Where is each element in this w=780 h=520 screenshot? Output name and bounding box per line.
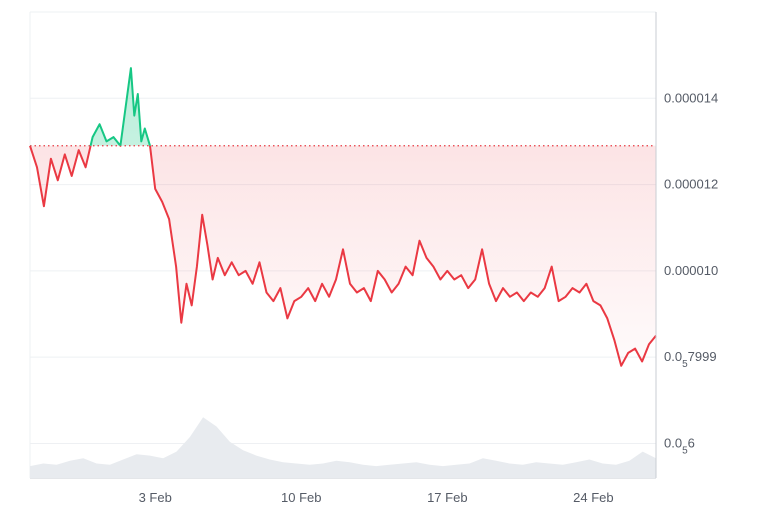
price-line-below-baseline [29,145,657,367]
y-tick-label-3: 0.057999 [664,349,717,370]
volume-area [30,417,656,478]
y-tick-label-0: 0.000014 [664,90,718,105]
y-axis-labels: 0.000014 0.000012 0.000010 0.057999 0.056 [664,90,718,456]
price-line-above-baseline [30,67,152,146]
grid [29,11,656,479]
y-tick-label-2: 0.000010 [664,263,718,278]
x-tick-label-1: 10 Feb [281,490,321,505]
price-fill-above-baseline [90,68,150,146]
volume-shape [30,417,656,478]
x-axis-labels: 3 Feb 10 Feb 17 Feb 24 Feb [139,490,614,505]
y-tick-label-4: 0.056 [664,435,695,456]
price-fill-below-baseline [30,145,656,366]
x-tick-label-3: 24 Feb [573,490,613,505]
y-tick-label-1: 0.000012 [664,177,718,192]
x-tick-label-2: 17 Feb [427,490,467,505]
price-line [29,67,657,367]
price-fill [30,68,656,366]
x-tick-label-0: 3 Feb [139,490,172,505]
